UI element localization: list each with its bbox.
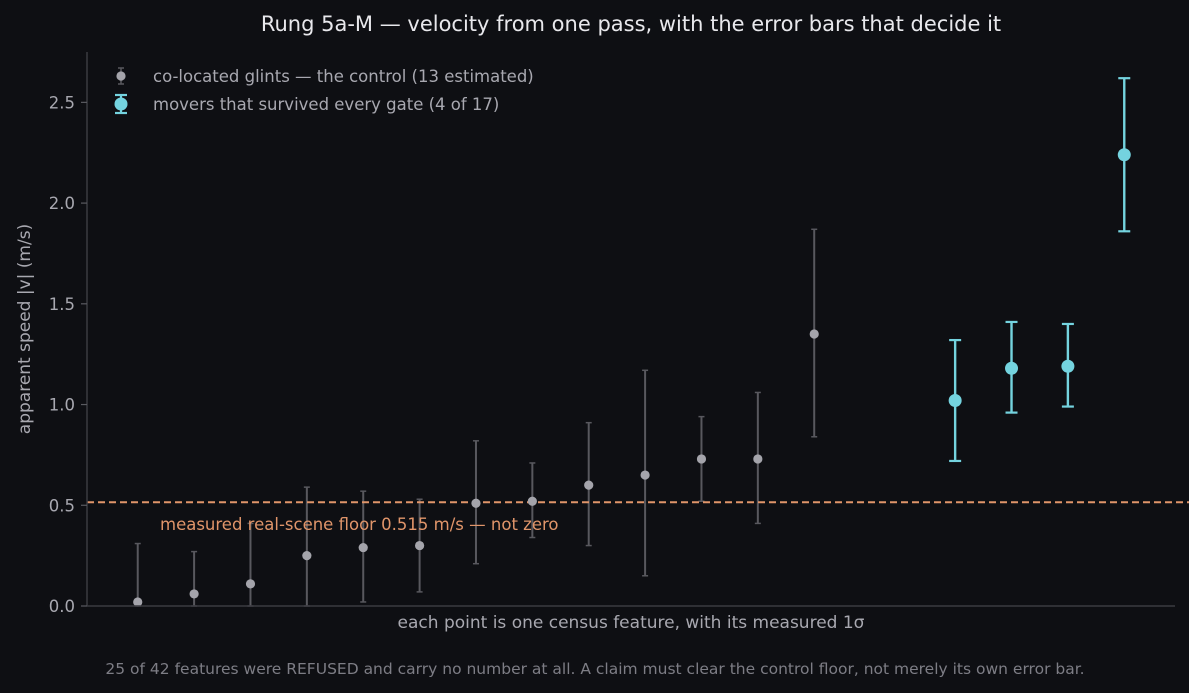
y-tick-label: 2.5 xyxy=(49,93,75,112)
y-tick-label: 2.0 xyxy=(49,194,75,213)
y-tick-label: 0.5 xyxy=(49,496,75,515)
data-point xyxy=(471,498,481,508)
y-tick-label: 1.0 xyxy=(49,396,75,415)
legend-label: movers that survived every gate (4 of 17… xyxy=(153,95,499,114)
data-point xyxy=(133,597,143,607)
data-point xyxy=(948,394,962,408)
legend-marker xyxy=(116,71,126,81)
floor-label: measured real-scene floor 0.515 m/s — no… xyxy=(160,515,558,534)
legend-label: co-located glints — the control (13 esti… xyxy=(153,67,534,86)
data-point xyxy=(527,496,537,506)
y-axis-label: apparent speed |v| (m/s) xyxy=(15,224,35,434)
legend: co-located glints — the control (13 esti… xyxy=(114,67,534,115)
data-point xyxy=(415,540,425,551)
y-ticks: 0.0 0.5 1.0 1.5 2.0 2.5 xyxy=(49,93,87,616)
data-point xyxy=(358,542,368,553)
data-point xyxy=(696,454,707,464)
data-point xyxy=(245,579,256,589)
data-point xyxy=(753,454,763,464)
data-point xyxy=(189,589,199,599)
data-point xyxy=(809,329,819,339)
x-axis-label: each point is one census feature, with i… xyxy=(398,613,865,633)
data-point xyxy=(640,470,650,480)
data-point xyxy=(1061,359,1075,373)
data-point xyxy=(584,480,594,490)
data-point xyxy=(1005,361,1019,375)
data-point xyxy=(1117,148,1131,162)
plot-area xyxy=(87,77,1189,607)
y-tick-label: 1.5 xyxy=(49,295,75,314)
footnote: 25 of 42 features were REFUSED and carry… xyxy=(105,660,1084,678)
chart-title: Rung 5a-M — velocity from one pass, with… xyxy=(261,12,1001,36)
legend-marker xyxy=(114,97,128,111)
data-point xyxy=(302,551,312,561)
y-tick-label: 0.0 xyxy=(49,597,75,616)
